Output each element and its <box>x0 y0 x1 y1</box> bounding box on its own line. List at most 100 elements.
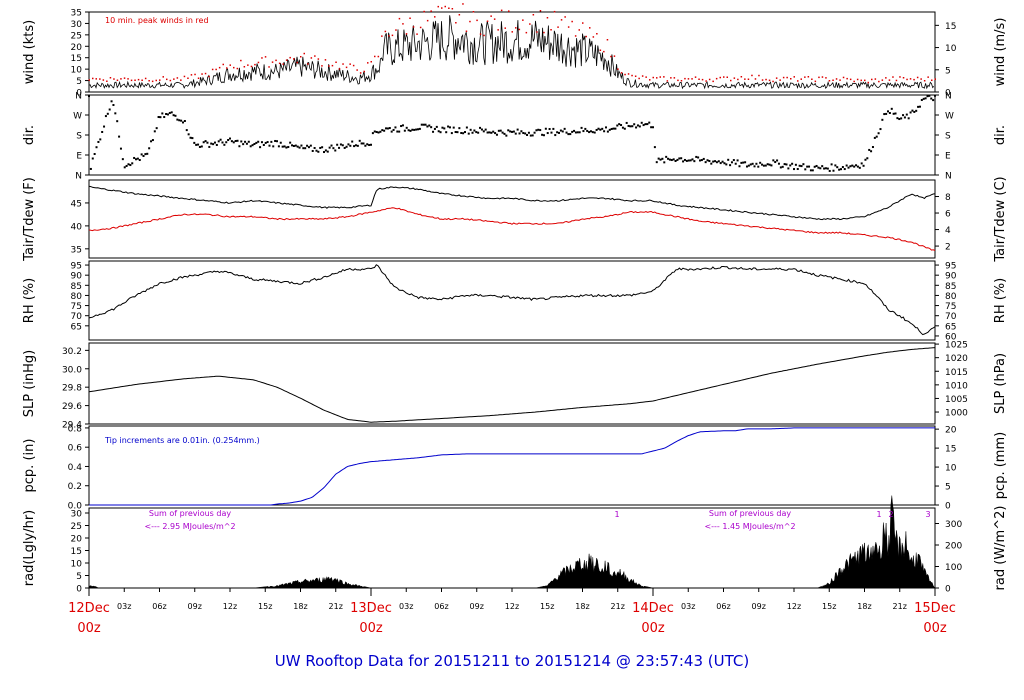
rad-marker: 1 <box>876 510 881 519</box>
dir-tick-label-left: N <box>75 172 82 182</box>
dir-point <box>595 128 598 131</box>
pcp-tick-label-right: 15 <box>945 445 956 455</box>
dir-point <box>112 104 115 107</box>
dir-point <box>779 166 782 169</box>
dir-point <box>473 129 476 132</box>
dir-point <box>858 166 861 169</box>
dir-point <box>704 161 707 164</box>
dir-point <box>238 145 241 148</box>
wind-peak-point <box>539 10 542 12</box>
slp-line-sea-level-pressure <box>88 347 936 423</box>
dir-point <box>287 145 290 148</box>
dir-point <box>285 146 288 149</box>
dir-point <box>219 138 222 141</box>
dir-point <box>213 141 216 144</box>
dir-point <box>905 113 908 116</box>
wind-peak-point <box>275 59 277 62</box>
dir-point <box>759 161 762 164</box>
wind-peak-point <box>508 10 510 12</box>
x-tick-label: 06z <box>716 602 730 611</box>
wind-peak-point <box>197 77 200 79</box>
wind-peak-point <box>518 28 521 31</box>
dir-point <box>499 129 502 132</box>
dir-point <box>811 169 814 172</box>
dir-point <box>623 127 626 130</box>
wind-peak-point <box>677 79 679 82</box>
dir-point <box>313 147 316 150</box>
dir-point <box>524 132 527 135</box>
dir-point <box>911 109 914 112</box>
rh-line-relative-humidity <box>88 264 936 336</box>
dir-point <box>276 140 278 143</box>
dir-point <box>326 150 329 153</box>
dir-point <box>347 143 350 146</box>
dir-point <box>535 129 538 132</box>
wind-peak-point <box>166 78 168 81</box>
dir-point <box>447 125 450 128</box>
wind-note: 10 min. peak winds in red <box>105 16 209 25</box>
dir-point <box>593 131 596 134</box>
rad-ylabel-left: rad(Lgly/hr) <box>22 510 37 586</box>
dir-point <box>541 133 544 136</box>
temp-tick-label-right: 4 <box>945 226 951 236</box>
wind-peak-point <box>155 79 157 82</box>
wind-peak-point <box>620 72 623 74</box>
dir-point <box>727 158 730 161</box>
dir-point <box>511 130 513 133</box>
wind-peak-point <box>733 77 736 79</box>
dir-point <box>638 125 641 128</box>
dir-point <box>379 130 382 133</box>
wind-peak-point <box>691 78 693 80</box>
wind-peak-point <box>479 33 482 35</box>
dir-point <box>210 142 213 145</box>
dir-point <box>620 124 623 127</box>
dir-tick-label-right: W <box>945 112 954 122</box>
dir-point <box>860 162 863 165</box>
dir-point <box>922 97 925 100</box>
dir-point <box>165 113 168 116</box>
wind-peak-point <box>88 79 90 81</box>
dir-point <box>715 161 718 164</box>
pcp-tick-label-left: 0.4 <box>68 463 83 473</box>
dir-point <box>469 128 472 131</box>
rh-tick-label-right: 65 <box>945 322 956 332</box>
dir-point <box>685 159 688 162</box>
wind-peak-point <box>328 65 330 67</box>
dir-tick-label-right: N <box>945 172 952 182</box>
dir-point <box>193 141 196 144</box>
dir-point <box>460 131 463 134</box>
dir-point <box>640 121 643 124</box>
dir-point <box>717 160 720 163</box>
wind-peak-point <box>856 78 859 81</box>
wind-peak-point <box>923 80 926 82</box>
dir-point <box>749 163 752 166</box>
rad-tick-label-right: 200 <box>945 542 962 552</box>
dir-point <box>375 130 378 133</box>
dir-point <box>794 163 797 166</box>
wind-tick-label-left: 0 <box>76 89 82 99</box>
dir-point <box>635 126 638 129</box>
dir-point <box>561 130 564 133</box>
dir-point <box>851 164 854 167</box>
dir-point <box>777 162 780 165</box>
wind-peak-point <box>405 33 408 35</box>
dir-point <box>802 163 805 166</box>
wind-peak-point <box>680 80 683 82</box>
wind-peak-point <box>352 64 355 67</box>
temp-line-Tdew <box>88 207 936 251</box>
dir-point <box>509 130 512 133</box>
wind-peak-point <box>920 78 922 80</box>
dir-point <box>108 108 111 111</box>
dir-point <box>332 147 335 150</box>
dir-point <box>413 128 416 131</box>
dir-point <box>663 161 666 164</box>
wind-peak-point <box>525 31 528 34</box>
dir-point <box>418 127 421 130</box>
dir-point <box>443 127 446 130</box>
slp-tick-label-left: 30.0 <box>62 365 82 375</box>
chart-title: UW Rooftop Data for 20151211 to 20151214… <box>275 652 749 670</box>
dir-point <box>618 123 621 126</box>
dir-point <box>883 113 886 116</box>
wind-peak-point <box>349 63 351 65</box>
dir-point <box>495 133 498 136</box>
